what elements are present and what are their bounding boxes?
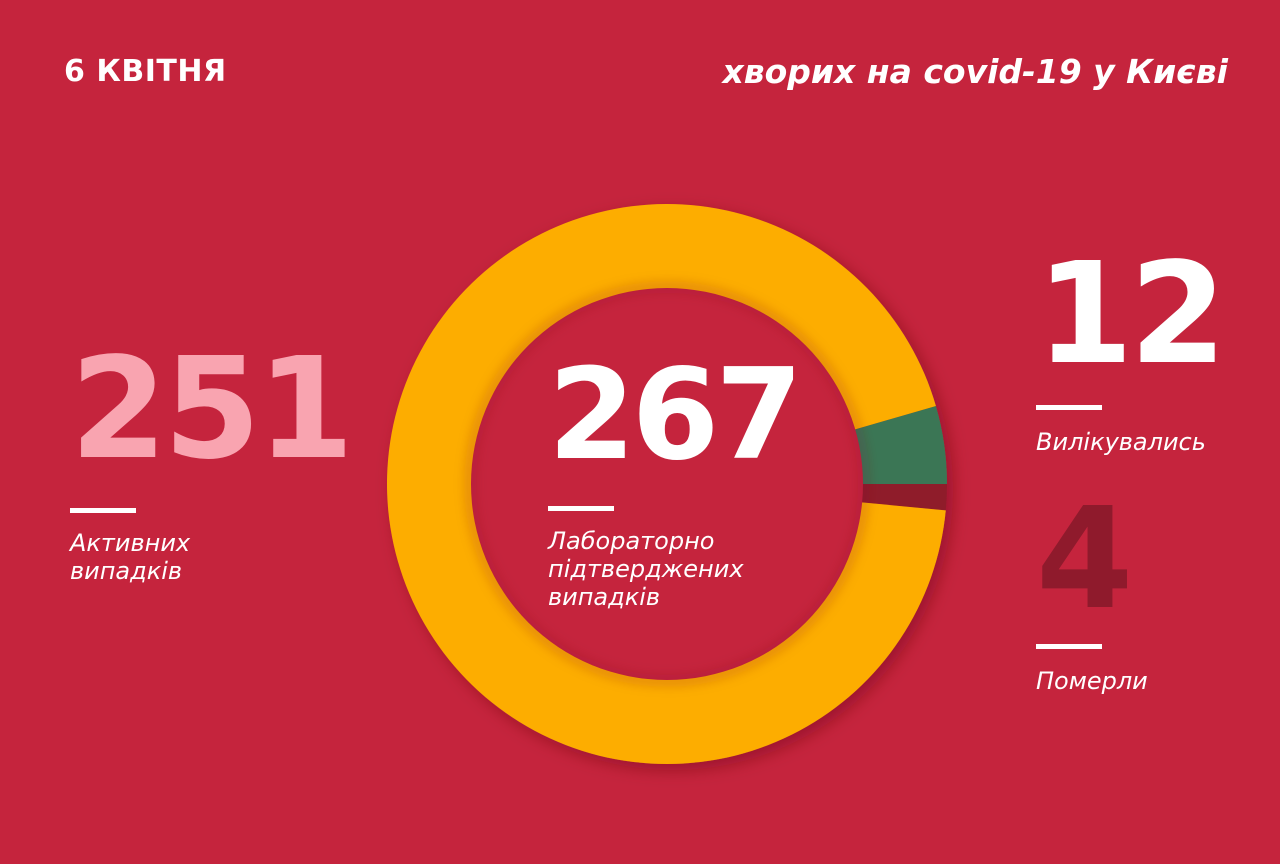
divider <box>1036 405 1102 410</box>
total-count: 267 <box>548 341 803 488</box>
active-count: 251 <box>70 328 354 491</box>
page-title: хворих на covid-19 у Києві <box>722 52 1228 91</box>
donut-hole <box>471 288 863 680</box>
total-label: Лабораторно підтверджених випадків <box>548 527 744 611</box>
recovered-label: Вилікувались <box>1036 428 1206 456</box>
stat-recovered: 12 Вилікувались <box>1036 233 1227 456</box>
stat-dead: 4 Померли <box>1036 490 1148 695</box>
stat-total: 267 Лабораторно підтверджених випадків <box>548 341 803 611</box>
date-heading: 6 КВІТНЯ <box>64 54 227 89</box>
divider <box>548 506 614 511</box>
recovered-count: 12 <box>1036 233 1227 396</box>
divider <box>1036 644 1102 649</box>
dead-count: 4 <box>1036 478 1133 641</box>
divider <box>70 508 136 513</box>
stat-active: 251 Активних випадків <box>70 328 354 585</box>
active-label: Активних випадків <box>70 529 191 585</box>
dead-label: Померли <box>1036 667 1148 695</box>
